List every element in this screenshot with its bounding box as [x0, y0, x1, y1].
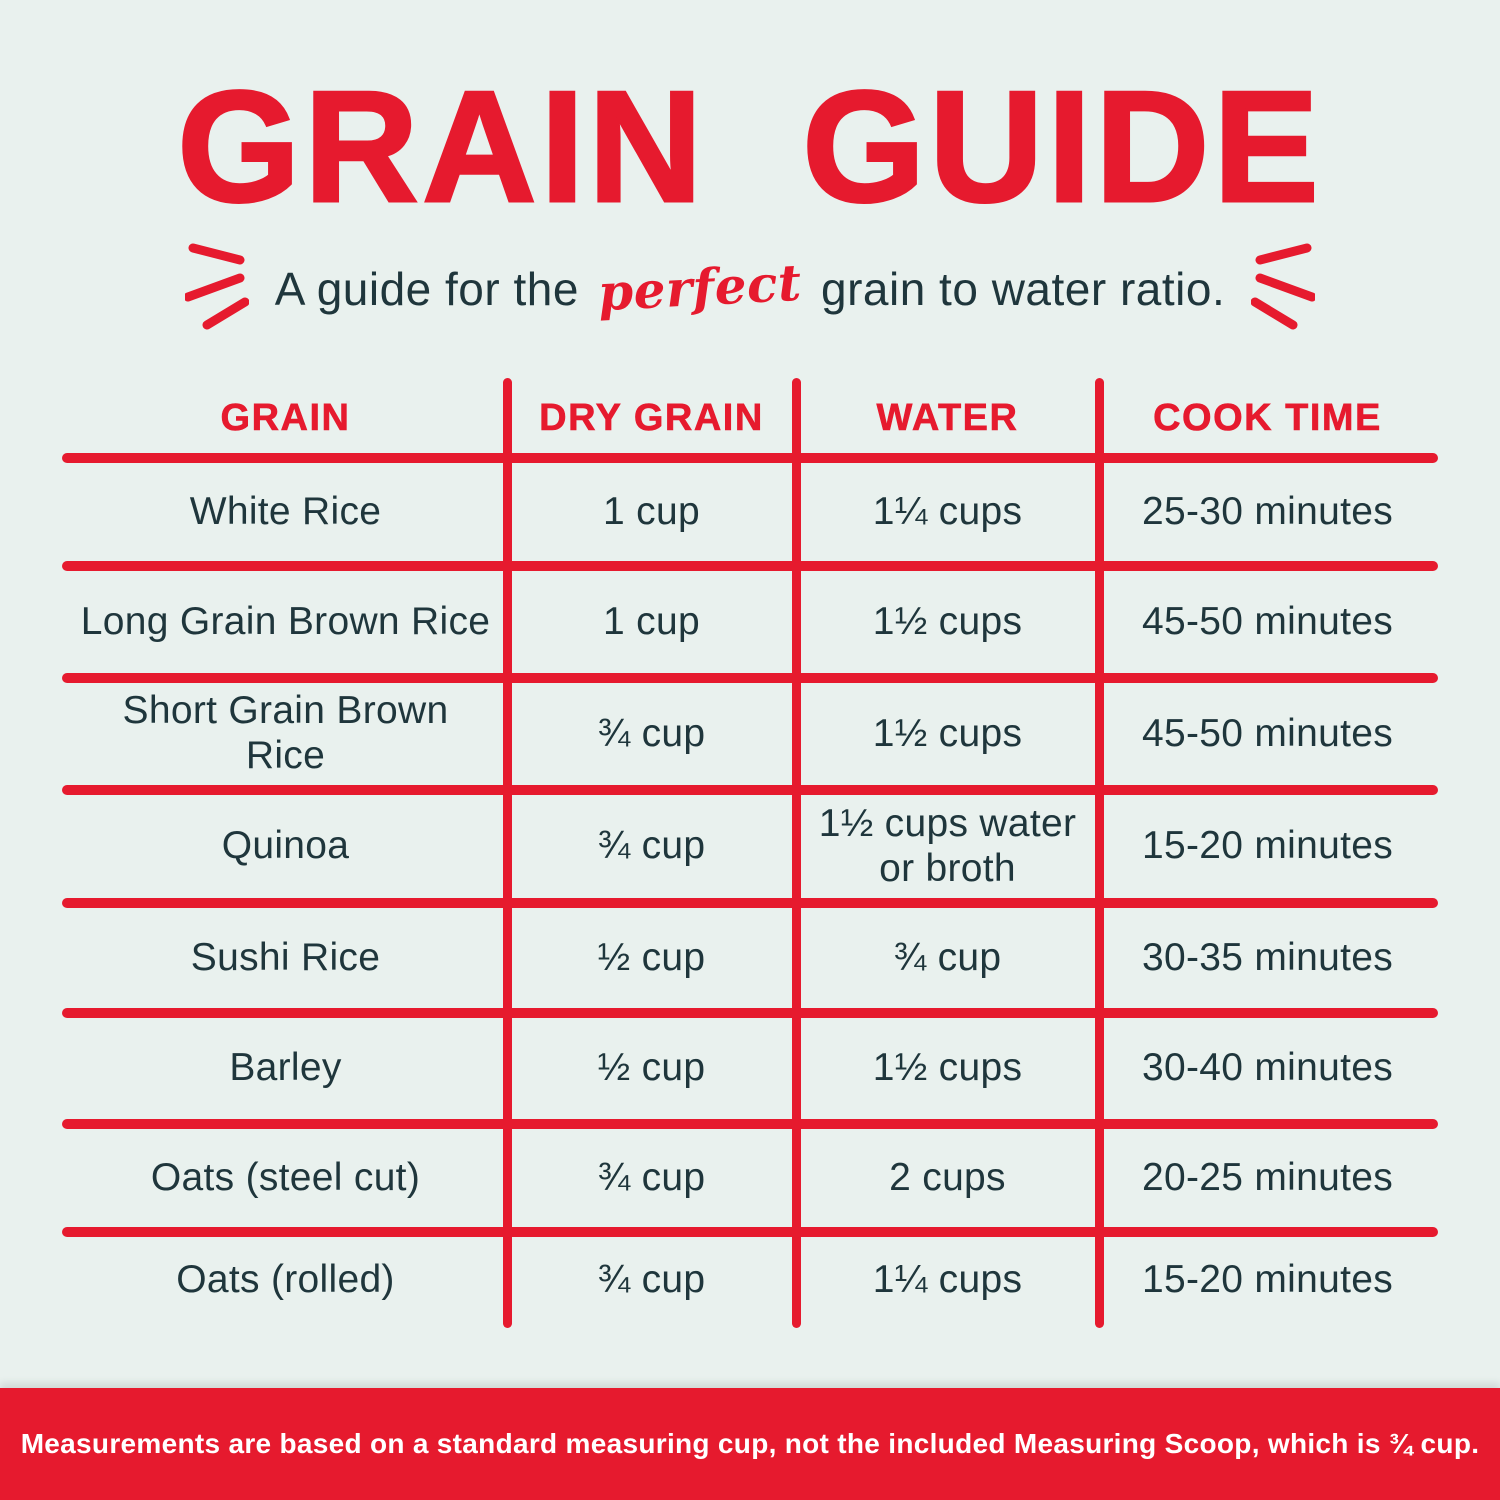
- column-header-grain: GRAIN: [220, 396, 351, 439]
- subtitle-text: A guide for the perfect grain to water r…: [274, 253, 1226, 323]
- subtitle-highlight: perfect: [596, 252, 804, 323]
- subtitle-prefix: A guide for the: [274, 263, 593, 315]
- table-row-quinoa-dry: ¾ cup: [597, 824, 706, 868]
- table-row-barley-grain: Barley: [229, 1046, 342, 1090]
- table-row-oats-rolled-grain: Oats (rolled): [176, 1257, 395, 1301]
- table-row-quinoa-grain: Quinoa: [221, 824, 350, 868]
- table-row-sushi-rice-water: ¾ cup: [893, 935, 1002, 979]
- table-row-oats-rolled-cook: 15-20 minutes: [1141, 1257, 1394, 1301]
- table-row-long-grain-brown-rice-dry: 1 cup: [603, 599, 700, 643]
- table-row-oats-rolled-dry: ¾ cup: [597, 1257, 706, 1301]
- table-row-white-rice-cook: 25-30 minutes: [1141, 489, 1394, 533]
- column-header-water: WATER: [876, 396, 1019, 439]
- table-row-short-grain-brown-rice-cook: 45-50 minutes: [1141, 711, 1394, 755]
- column-header-dry-grain: DRY GRAIN: [539, 396, 764, 439]
- table-row-long-grain-brown-rice-grain: Long Grain Brown Rice: [80, 599, 491, 643]
- table-row-long-grain-brown-rice-water: 1½ cups: [872, 599, 1023, 643]
- table-row-short-grain-brown-rice-water: 1½ cups: [872, 711, 1023, 755]
- table-row-oats-rolled-water: 1¼ cups: [872, 1257, 1023, 1301]
- column-header-cook-time: COOK TIME: [1153, 396, 1382, 439]
- table-row-short-grain-brown-rice-grain: Short Grain Brown Rice: [122, 689, 449, 777]
- table-row-white-rice-dry: 1 cup: [603, 489, 700, 533]
- table-row-oats-steel-cut-grain: Oats (steel cut): [150, 1155, 421, 1199]
- table-row-sushi-rice-dry: ½ cup: [597, 935, 706, 979]
- table-row-white-rice-grain: White Rice: [189, 489, 382, 533]
- subtitle-accent-right-icon: [1251, 243, 1316, 330]
- footer-note: Measurements are based on a standard mea…: [20, 1428, 1480, 1459]
- page-title: GRAIN GUIDE: [176, 59, 1323, 235]
- table-row-oats-steel-cut-dry: ¾ cup: [597, 1155, 706, 1199]
- table-row-oats-steel-cut-cook: 20-25 minutes: [1141, 1155, 1394, 1199]
- table-row-white-rice-water: 1¼ cups: [872, 489, 1023, 533]
- subtitle: A guide for the perfect grain to water r…: [0, 240, 1500, 335]
- grain-table: GRAIN DRY GRAIN WATER COOK TIME White Ri…: [62, 378, 1438, 1328]
- table-row-quinoa-water: 1½ cups water or broth: [818, 801, 1077, 890]
- table-row-barley-water: 1½ cups: [872, 1046, 1023, 1090]
- footer-note-bar: Measurements are based on a standard mea…: [0, 1388, 1500, 1500]
- table-row-sushi-rice-cook: 30-35 minutes: [1141, 935, 1394, 979]
- table-row-quinoa-cook: 15-20 minutes: [1141, 824, 1394, 868]
- table-row-long-grain-brown-rice-cook: 45-50 minutes: [1141, 599, 1394, 643]
- subtitle-suffix: grain to water ratio.: [807, 263, 1226, 315]
- table-row-oats-steel-cut-water: 2 cups: [889, 1155, 1006, 1199]
- subtitle-accent-left-icon: [184, 243, 249, 330]
- table-row-sushi-rice-grain: Sushi Rice: [190, 935, 381, 979]
- table-row-barley-cook: 30-40 minutes: [1141, 1046, 1394, 1090]
- table-row-short-grain-brown-rice-dry: ¾ cup: [597, 711, 706, 755]
- table-row-barley-dry: ½ cup: [597, 1046, 706, 1090]
